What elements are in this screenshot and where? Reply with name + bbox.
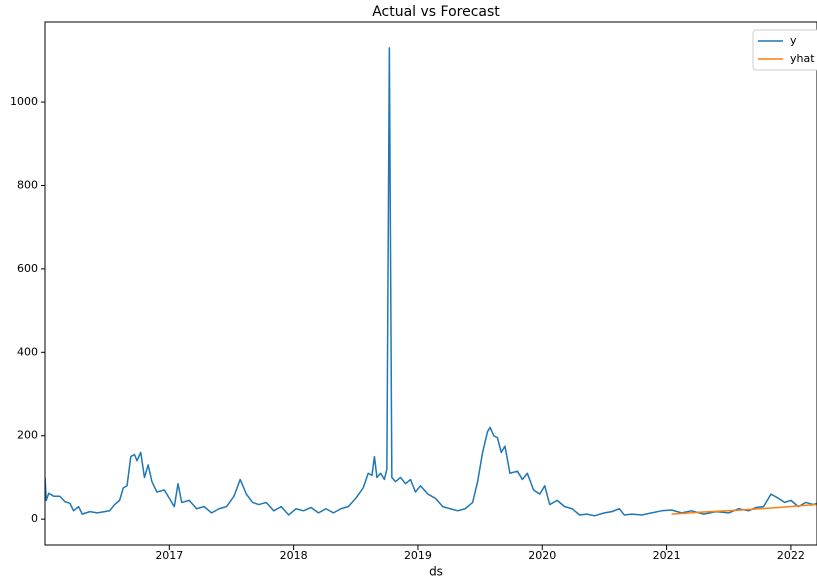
- x-tick-label: 2022: [777, 549, 805, 562]
- x-tick-label: 2019: [404, 549, 432, 562]
- y-tick-label: 400: [17, 345, 38, 358]
- x-tick-label: 2018: [280, 549, 308, 562]
- y-tick-label: 600: [17, 262, 38, 275]
- x-tick-label: 2021: [653, 549, 681, 562]
- x-tick-label: 2020: [528, 549, 556, 562]
- legend-label: yhat: [790, 52, 815, 65]
- x-tick-label: 2017: [155, 549, 183, 562]
- y-tick-label: 800: [17, 178, 38, 191]
- y-tick-label: 1000: [10, 95, 38, 108]
- series-line: [45, 47, 817, 517]
- y-tick-label: 0: [31, 512, 38, 525]
- x-axis-label: ds: [429, 565, 443, 579]
- legend-box: [752, 29, 817, 71]
- y-tick-label: 200: [17, 429, 38, 442]
- plot-frame: [44, 21, 817, 546]
- series-line: [671, 503, 817, 515]
- chart-title: Actual vs Forecast: [372, 4, 500, 20]
- legend-label: y: [790, 34, 797, 47]
